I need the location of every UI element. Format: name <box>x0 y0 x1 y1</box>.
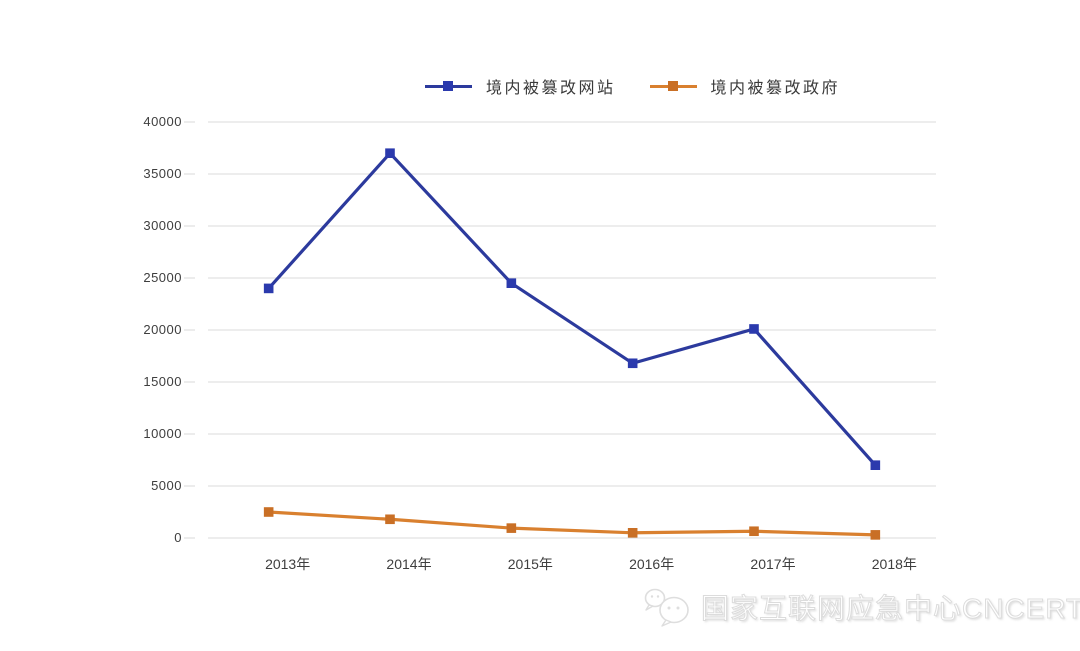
legend-item-tampered-government: 境内被篡改政府 <box>649 74 841 98</box>
watermark: 国家互联网应急中心CNCERT <box>642 583 1080 631</box>
data-point-tampered-government-2014年 <box>385 514 395 525</box>
data-point-tampered-websites-2016年 <box>627 358 638 369</box>
data-point-tampered-government-2017年 <box>749 526 759 537</box>
data-point-tampered-websites-2014年 <box>385 148 395 158</box>
y-axis-tick-label: 25000 <box>143 270 182 285</box>
y-axis-tick-label: 5000 <box>151 478 182 493</box>
data-point-tampered-websites-2013年 <box>263 283 274 294</box>
data-point-tampered-government-2016年 <box>627 528 638 538</box>
data-point-tampered-government-2018年 <box>870 530 881 540</box>
x-axis-tick-label: 2018年 <box>871 556 917 572</box>
y-axis-tick-label: 30000 <box>143 218 182 233</box>
data-point-tampered-government-2013年 <box>263 507 274 517</box>
x-axis-tick-label: 2015年 <box>507 556 553 572</box>
legend-label-tampered-websites: 境内被篡改网站 <box>486 80 616 97</box>
legend-line-marker-icon <box>649 81 697 91</box>
data-point-tampered-websites-2018年 <box>870 460 881 470</box>
y-axis-tick-label: 0 <box>174 530 182 545</box>
x-axis-tick-label: 2013年 <box>265 556 311 572</box>
x-axis-tick-label: 2016年 <box>629 556 675 572</box>
watermark-text: 国家互联网应急中心CNCERT <box>700 593 1080 625</box>
x-axis-tick-label: 2014年 <box>386 556 432 572</box>
x-axis-tick-label: 2017年 <box>750 556 796 572</box>
series-line-tampered-websites <box>267 150 877 467</box>
y-axis-tick-label: 35000 <box>143 166 182 181</box>
legend-label-tampered-government: 境内被篡改政府 <box>710 80 841 97</box>
legend-item-tampered-websites: 境内被篡改网站 <box>425 74 616 98</box>
series-line-tampered-government <box>268 510 876 537</box>
data-point-tampered-government-2015年 <box>506 523 517 533</box>
y-axis-tick-label: 10000 <box>143 426 182 441</box>
data-point-tampered-websites-2015年 <box>506 278 517 288</box>
legend-line-marker-icon <box>425 81 472 91</box>
data-point-tampered-websites-2017年 <box>749 324 759 334</box>
wechat-logo-icon <box>644 588 689 627</box>
y-axis-tick-label: 40000 <box>143 114 182 129</box>
chart-legend: 境内被篡改网站 境内被篡改政府 <box>425 74 840 98</box>
y-axis-tick-label: 20000 <box>143 322 182 337</box>
y-axis-tick-label: 15000 <box>143 374 182 389</box>
